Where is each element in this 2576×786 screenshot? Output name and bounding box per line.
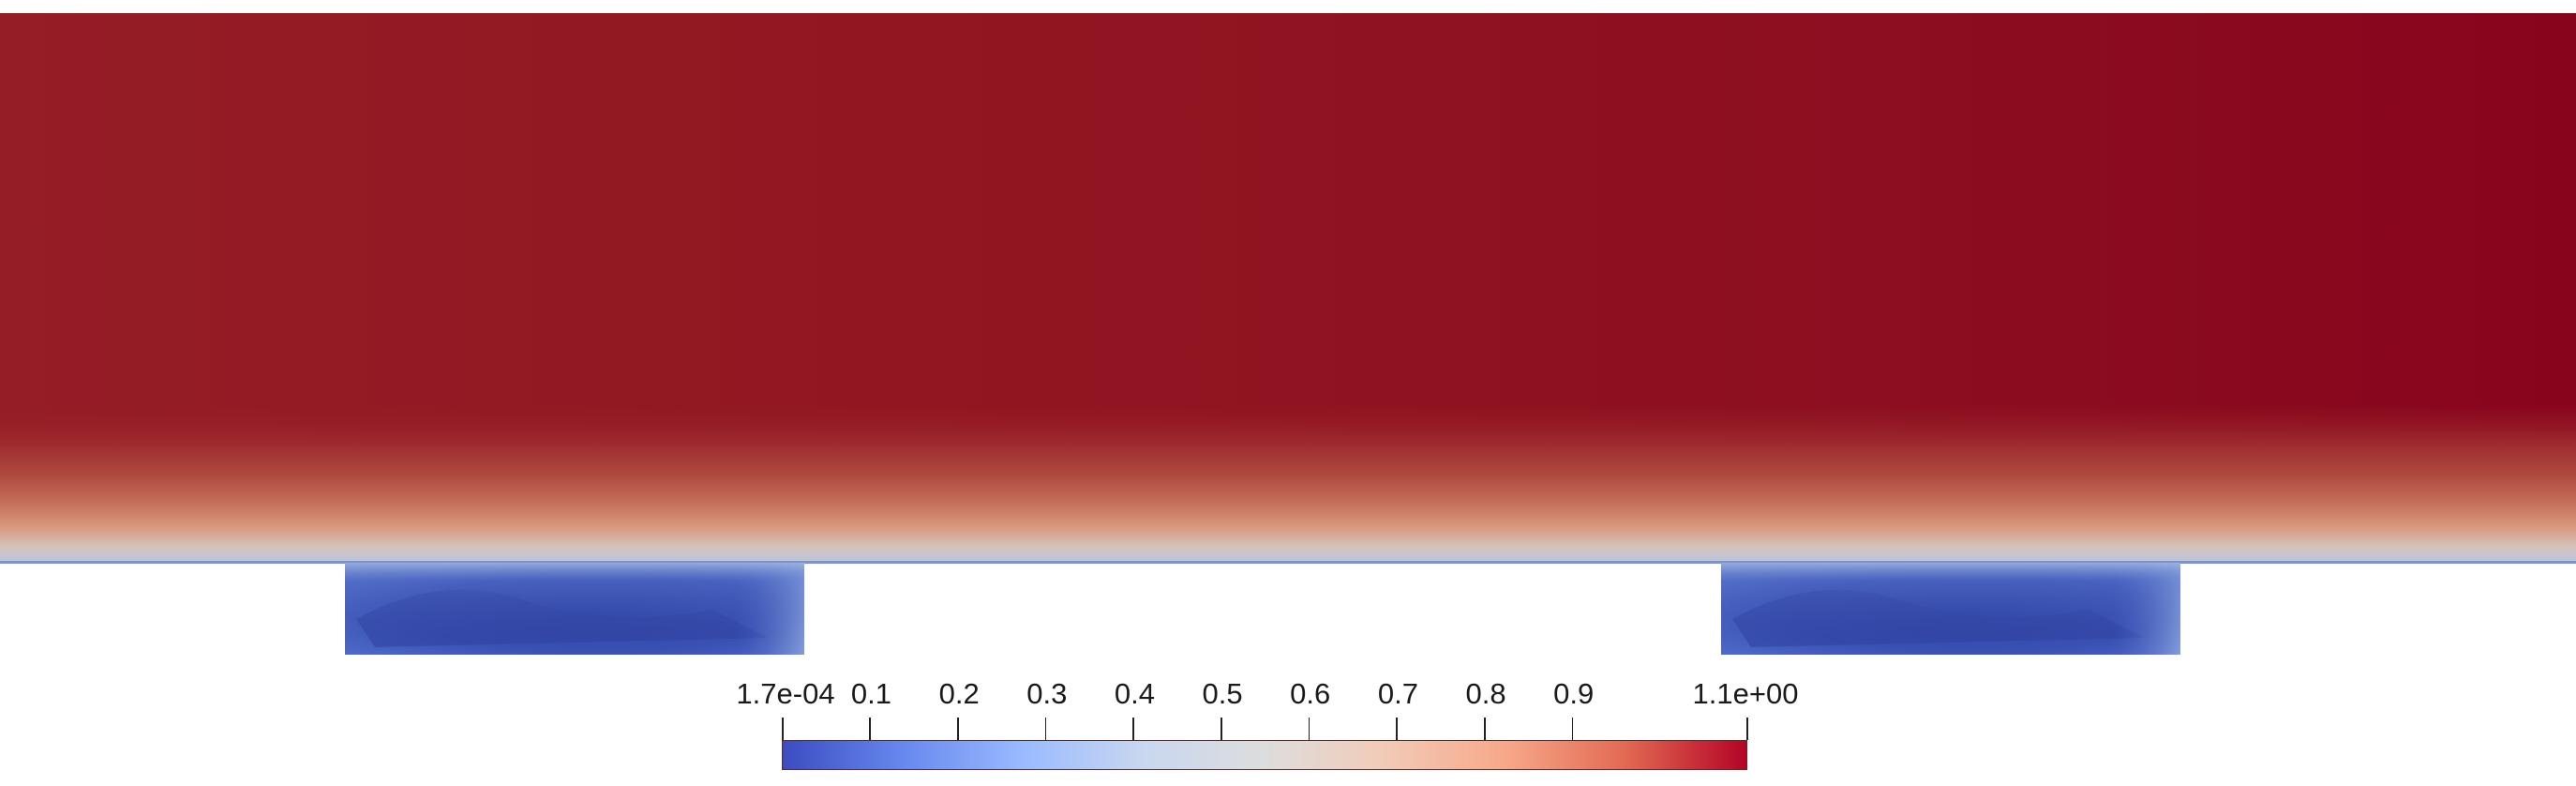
- colorbar-tick-label: 0.2: [938, 677, 980, 710]
- cavity-left: [345, 563, 804, 655]
- boundary-layer: [0, 403, 2576, 563]
- colorbar-min-tick: [782, 718, 784, 740]
- colorbar-gradient: [782, 740, 1747, 770]
- colorbar-tick-label: 0.7: [1377, 677, 1418, 710]
- colorbar-tick-mark: [1484, 718, 1486, 740]
- colorbar-min-label: 1.7e-04: [736, 677, 835, 710]
- colorbar-tick-label: 0.6: [1290, 677, 1331, 710]
- colorbar-tick-mark: [869, 718, 871, 740]
- colorbar-tick-label: 0.5: [1202, 677, 1243, 710]
- colorbar-tick-label: 0.8: [1465, 677, 1506, 710]
- colorbar-tick-label: 0.1: [850, 677, 892, 710]
- colorbar-tick-mark: [1396, 718, 1398, 740]
- colorbar-tick-mark: [1308, 718, 1310, 740]
- colorbar-tick-mark: [1571, 718, 1574, 740]
- colorbar-max-label: 1.1e+00: [1692, 677, 1799, 710]
- colorbar-legend: 1.7e-04 0.1 0.2 0.3 0.4 0.5 0.6 0.7 0.8 0.9 1.1e…: [712, 677, 1837, 780]
- wall-line: [0, 561, 2576, 564]
- colorbar-tick-mark: [1221, 718, 1222, 740]
- colorbar-tick-mark: [957, 718, 959, 740]
- colorbar-max-tick: [1746, 718, 1748, 740]
- colorbar-tick-label: 0.4: [1114, 677, 1155, 710]
- cavity-right: [1721, 563, 2180, 655]
- colorbar-tick-label: 0.3: [1026, 677, 1068, 710]
- colorbar-tick-mark: [1044, 718, 1047, 740]
- colorbar-tick-label: 0.9: [1553, 677, 1595, 710]
- colorbar-tick-mark: [1132, 718, 1134, 740]
